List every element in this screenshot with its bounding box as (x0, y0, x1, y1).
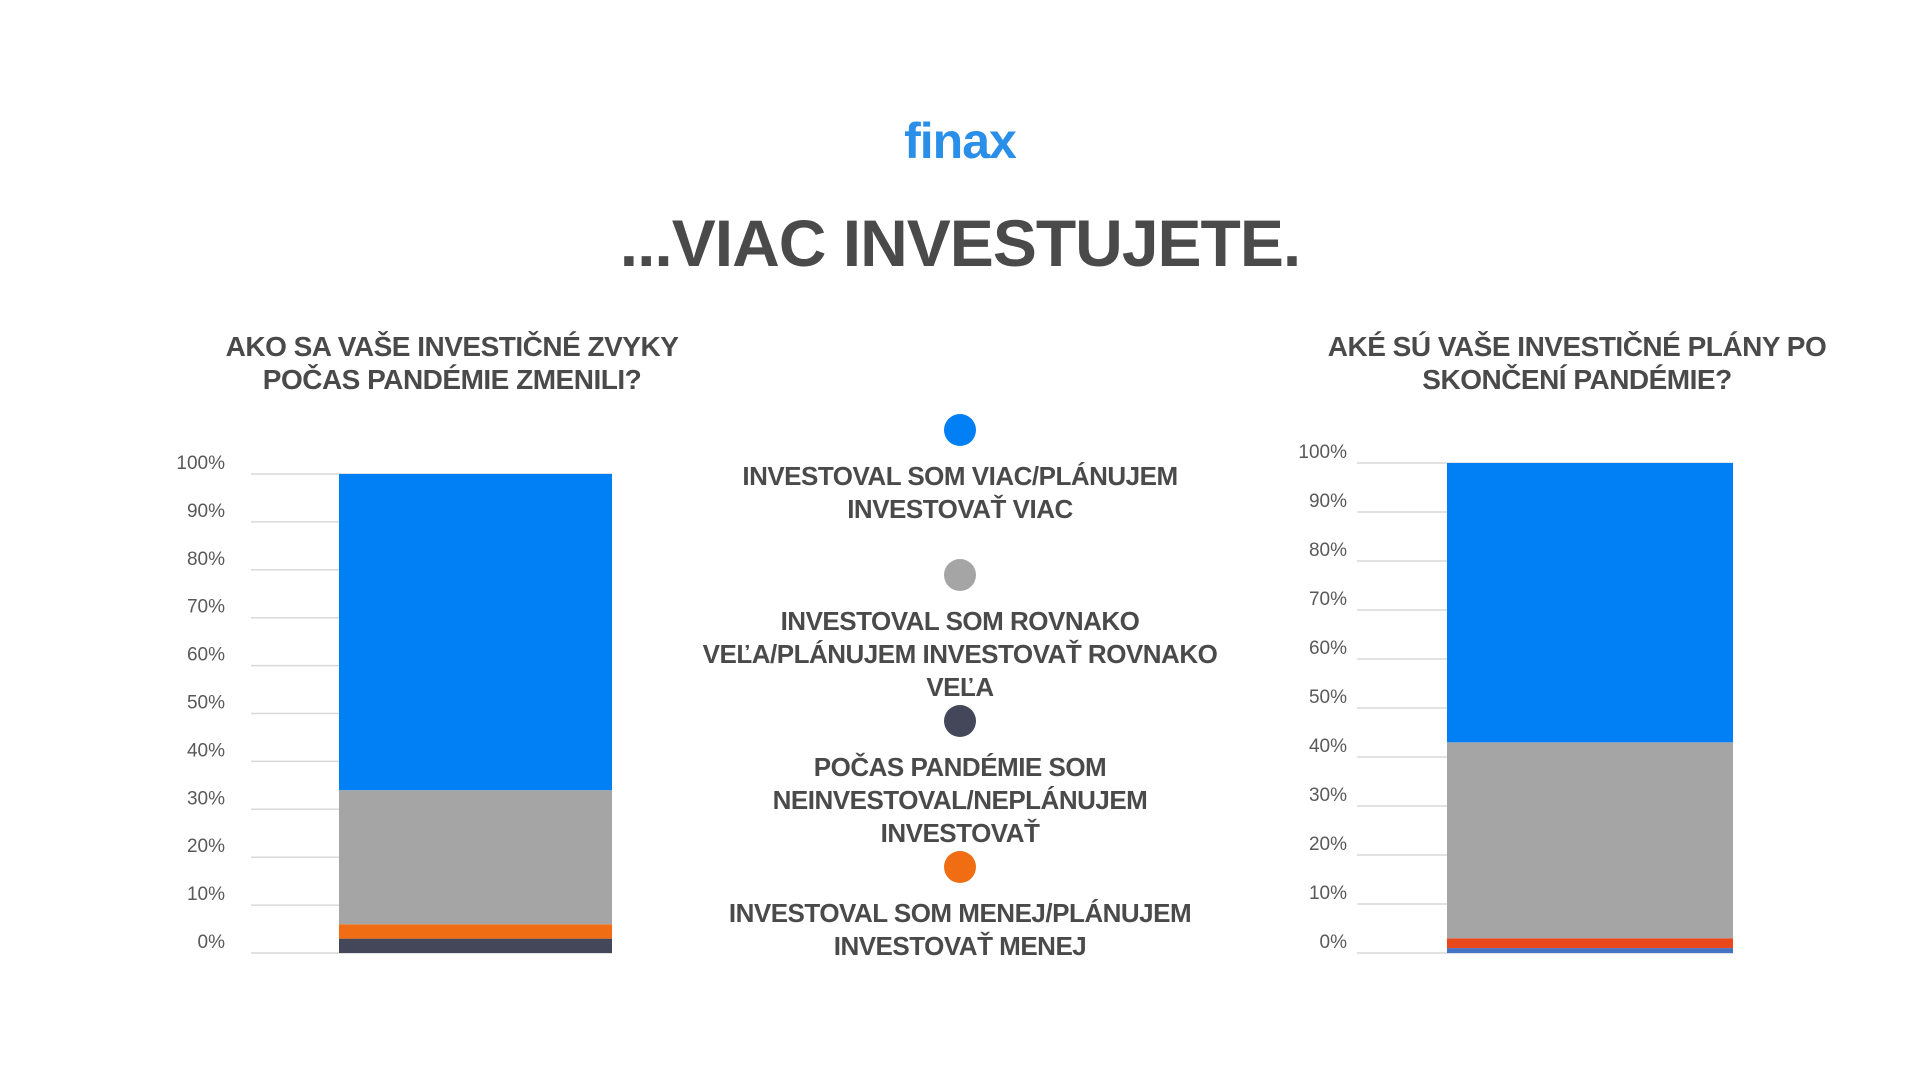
y-tick-label: 100% (1298, 442, 1347, 463)
bar-segment (339, 790, 612, 925)
y-tick-label: 90% (187, 501, 225, 522)
y-tick-label: 50% (187, 693, 225, 714)
y-tick-label: 40% (1309, 736, 1347, 757)
bar-segment (339, 938, 612, 953)
y-tick-label: 0% (1320, 932, 1348, 953)
legend-marker (944, 414, 976, 446)
bar-segment (1447, 938, 1733, 949)
headline: ...VIAC INVESTUJETE. (619, 206, 1301, 280)
legend-marker (944, 851, 976, 883)
y-tick-label: 80% (1309, 540, 1347, 561)
bar-segment (339, 924, 612, 939)
y-tick-label: 80% (187, 549, 225, 570)
y-tick-label: 20% (187, 836, 225, 857)
y-tick-label: 0% (198, 932, 226, 953)
legend-marker (944, 559, 976, 591)
bar-segment (1447, 948, 1733, 953)
y-tick-label: 50% (1309, 687, 1347, 708)
chart-title: AKO SA VAŠE INVESTIČNÉ ZVYKY POČAS PANDÉ… (225, 331, 679, 395)
y-tick-label: 30% (187, 788, 225, 809)
brand-logo: finax (904, 113, 1017, 169)
y-tick-label: 70% (1309, 589, 1347, 610)
y-tick-label: 60% (187, 645, 225, 666)
y-tick-label: 100% (176, 453, 225, 474)
y-tick-label: 40% (187, 740, 225, 761)
bar-segment (339, 474, 612, 791)
legend-label: POČAS PANDÉMIE SOM NEINVESTOVAL/NEPLÁNUJ… (772, 752, 1148, 848)
y-tick-label: 30% (1309, 785, 1347, 806)
legend-label: INVESTOVAL SOM ROVNAKO VEĽA/PLÁNUJEM INV… (702, 606, 1218, 702)
legend-label: INVESTOVAL SOM VIAC/PLÁNUJEM INVESTOVAŤ … (742, 461, 1178, 524)
y-tick-label: 10% (187, 884, 225, 905)
chart-title: AKÉ SÚ VAŠE INVESTIČNÉ PLÁNY PO SKONČENÍ… (1327, 331, 1827, 395)
legend-marker (944, 705, 976, 737)
y-tick-label: 90% (1309, 491, 1347, 512)
bar-segment (1447, 463, 1733, 743)
y-tick-label: 20% (1309, 834, 1347, 855)
y-tick-label: 60% (1309, 638, 1347, 659)
bar-segment (1447, 742, 1733, 939)
y-tick-label: 70% (187, 597, 225, 618)
legend-label: INVESTOVAL SOM MENEJ/PLÁNUJEM INVESTOVAŤ… (728, 898, 1192, 961)
y-tick-label: 10% (1309, 883, 1347, 904)
